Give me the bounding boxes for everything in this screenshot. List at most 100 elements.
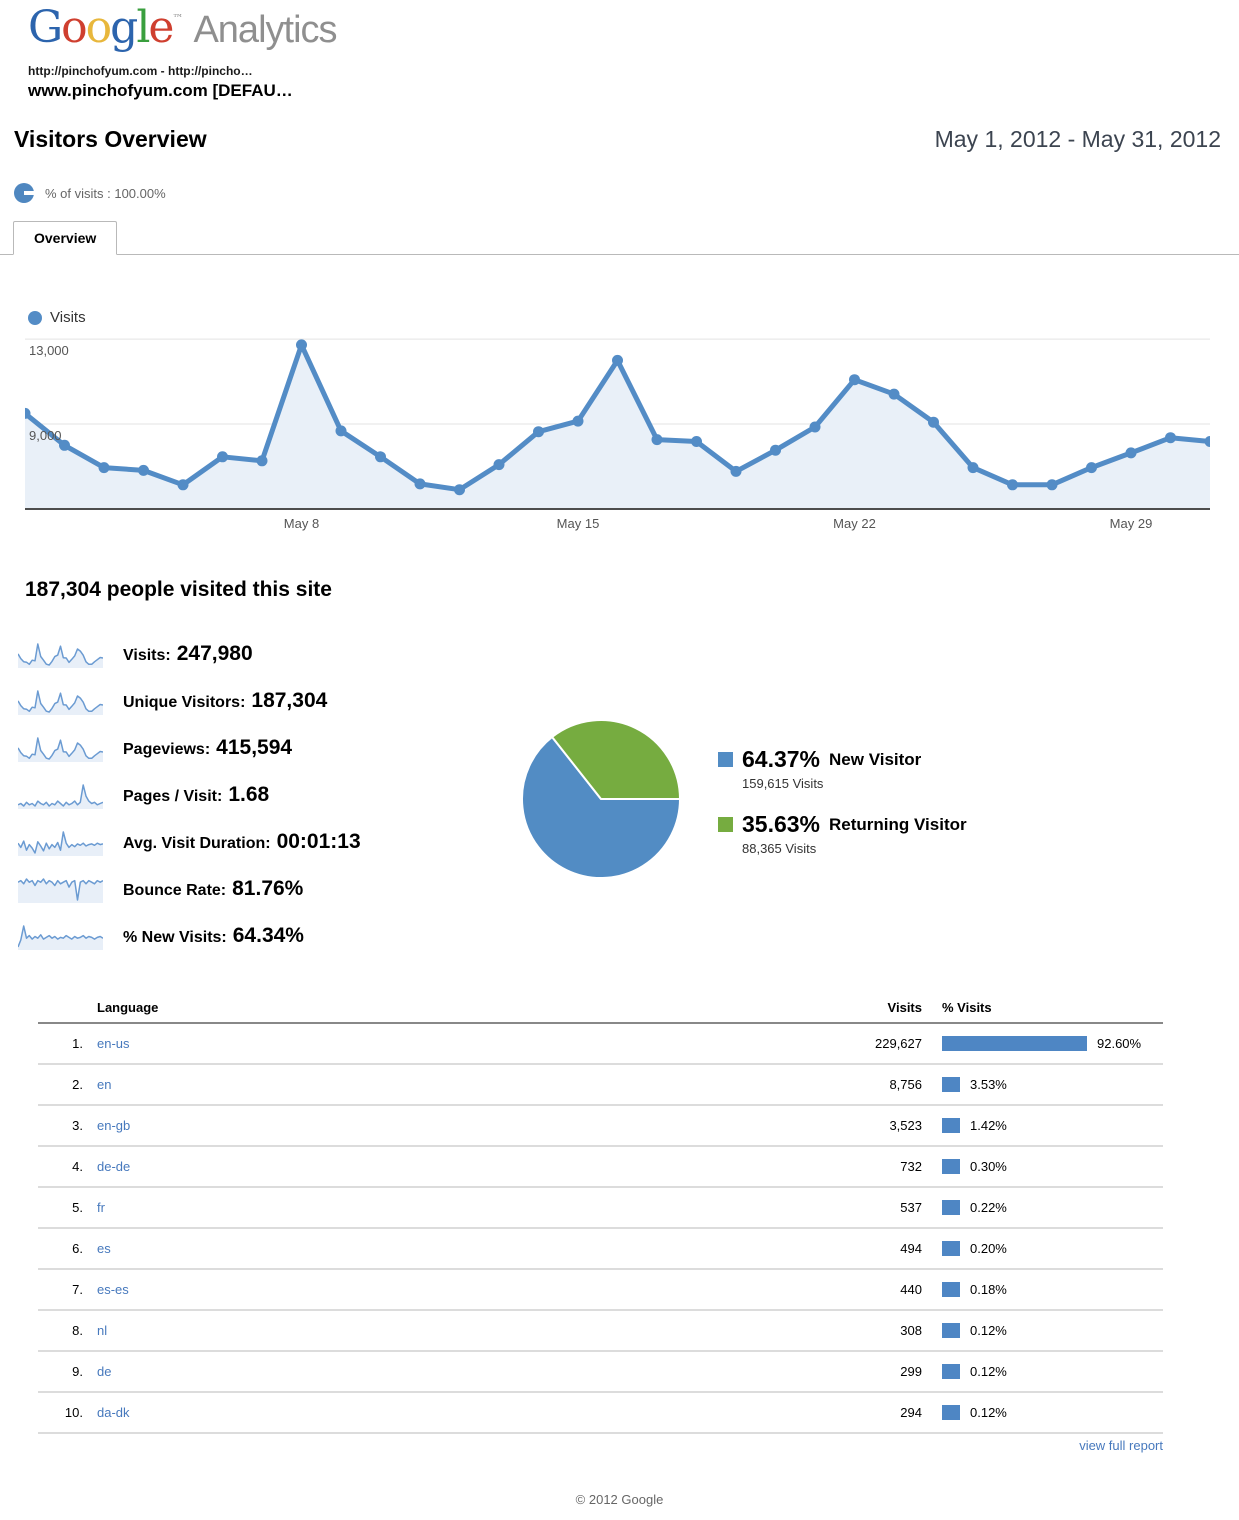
- returning-visitor-pct: 35.63%: [742, 811, 821, 837]
- returning-visitor-swatch-icon: [718, 817, 733, 832]
- analytics-logo-word: Analytics: [193, 9, 337, 51]
- profile-url: http://pinchofyum.com - http://pincho…: [28, 64, 253, 78]
- table-row: 9. de 299 0.12%: [38, 1352, 1163, 1393]
- tab-overview[interactable]: Overview: [13, 221, 118, 255]
- view-full-report-link[interactable]: view full report: [1079, 1438, 1163, 1453]
- metric-value: 187,304: [251, 688, 328, 712]
- row-pct-visits: 0.12%: [970, 1405, 1007, 1420]
- row-visits: 537: [900, 1200, 922, 1215]
- metric-label: Avg. Visit Duration:: [123, 834, 271, 852]
- visitors-headline: 187,304 people visited this site: [25, 578, 332, 601]
- pie-legend-returning-visitor: 35.63% Returning Visitor 88,365 Visits: [718, 811, 967, 856]
- metric-label: Pages / Visit:: [123, 787, 223, 805]
- metric-sparkline: [18, 642, 103, 668]
- language-link[interactable]: fr: [97, 1200, 105, 1215]
- language-link[interactable]: en-us: [97, 1036, 130, 1051]
- pct-visits-bar: [942, 1364, 960, 1379]
- column-header-visits: Visits: [887, 1000, 922, 1015]
- table-row: 7. es-es 440 0.18%: [38, 1270, 1163, 1311]
- row-visits: 229,627: [875, 1036, 922, 1051]
- language-link[interactable]: en-gb: [97, 1118, 131, 1133]
- metric-sparkline: [18, 924, 103, 950]
- table-row: 2. en 8,756 3.53%: [38, 1065, 1163, 1106]
- metric-value: 81.76%: [232, 876, 304, 900]
- pct-visits-bar: [942, 1077, 960, 1092]
- language-table-header: Language Visits % Visits: [38, 1000, 1163, 1024]
- language-link[interactable]: da-dk: [97, 1405, 130, 1420]
- column-header-pct-visits: % Visits: [942, 1000, 992, 1015]
- row-rank: 4.: [72, 1159, 83, 1174]
- language-link[interactable]: nl: [97, 1323, 108, 1338]
- logo-letter: o: [85, 2, 112, 53]
- date-range-selector[interactable]: May 1, 2012 - May 31, 2012: [934, 126, 1221, 152]
- row-pct-visits: 0.18%: [970, 1282, 1007, 1297]
- metric-label: Bounce Rate:: [123, 881, 227, 899]
- language-table: Language Visits % Visits 1. en-us 229,627 9…: [38, 1000, 1163, 1434]
- metric-row: Bounce Rate: 81.76%: [18, 865, 361, 912]
- row-rank: 10.: [64, 1405, 83, 1420]
- visits-line-chart-svg[interactable]: [19, 333, 1216, 517]
- visits-legend-dot-icon: [28, 310, 42, 325]
- row-rank: 5.: [72, 1200, 83, 1215]
- google-analytics-logo: Google™ Analytics: [28, 2, 338, 53]
- metric-label: % New Visits:: [123, 928, 227, 946]
- pie-legend-new-visitor: 64.37% New Visitor 159,615 Visits: [718, 746, 967, 791]
- profile-name: www.pinchofyum.com [DEFAU…: [28, 81, 293, 100]
- language-link[interactable]: de: [97, 1364, 112, 1379]
- metric-sparkline: [18, 830, 103, 856]
- metric-row: Visits: 247,980: [18, 630, 361, 677]
- metric-sparkline: [18, 783, 103, 809]
- metric-label: Unique Visitors:: [123, 693, 246, 711]
- metric-row: Avg. Visit Duration: 00:01:13: [18, 818, 361, 865]
- copyright-text: © 2012 Google: [575, 1492, 664, 1507]
- row-pct-visits: 92.60%: [1097, 1036, 1142, 1051]
- language-link[interactable]: de-de: [97, 1159, 131, 1174]
- pct-visits-bar: [942, 1159, 960, 1174]
- new-visitor-pct: 64.37%: [742, 746, 821, 772]
- row-visits: 3,523: [889, 1118, 922, 1133]
- visits-legend-label: Visits: [50, 309, 86, 326]
- new-visitor-label: New Visitor: [829, 749, 922, 769]
- logo-letter: o: [61, 2, 87, 53]
- trademark-symbol: ™: [172, 12, 184, 25]
- table-row: 4. de-de 732 0.30%: [38, 1147, 1163, 1188]
- row-pct-visits: 0.20%: [970, 1241, 1007, 1256]
- y-axis-label: 9,000: [29, 428, 62, 444]
- metric-value: 415,594: [216, 735, 293, 759]
- column-header-language: Language: [97, 1000, 159, 1015]
- x-axis-label: May 8: [283, 516, 320, 531]
- language-link[interactable]: es-es: [97, 1282, 129, 1297]
- chart-legend: Visits: [28, 309, 86, 326]
- pct-visits-bar: [942, 1241, 960, 1256]
- row-pct-visits: 0.12%: [970, 1364, 1007, 1379]
- pct-visits-bar: [942, 1282, 960, 1297]
- table-row: 6. es 494 0.20%: [38, 1229, 1163, 1270]
- metric-value: 64.34%: [232, 923, 304, 947]
- visitor-type-pie-chart[interactable]: [518, 716, 684, 887]
- x-axis-label: May 29: [1109, 516, 1153, 531]
- row-visits: 8,756: [889, 1077, 922, 1092]
- segment-chip[interactable]: % of visits : 100.00%: [14, 183, 166, 203]
- language-link[interactable]: en: [97, 1077, 112, 1092]
- y-axis-label: 13,000: [29, 343, 69, 359]
- segment-pie-icon: [14, 183, 35, 203]
- row-pct-visits: 0.22%: [970, 1200, 1007, 1215]
- metric-sparkline: [18, 877, 103, 903]
- metric-row: Unique Visitors: 187,304: [18, 677, 361, 724]
- visits-line-chart[interactable]: 13,000 9,000 May 8 May 15 May 22 May 29: [19, 333, 1216, 543]
- x-axis-label: May 15: [556, 516, 600, 531]
- metric-label: Visits:: [123, 646, 171, 664]
- language-link[interactable]: es: [97, 1241, 111, 1256]
- returning-visitor-label: Returning Visitor: [829, 814, 967, 834]
- pie-legend: 64.37% New Visitor 159,615 Visits 35.63%…: [718, 746, 967, 856]
- row-pct-visits: 0.12%: [970, 1323, 1007, 1338]
- metric-row: Pages / Visit: 1.68: [18, 771, 361, 818]
- row-pct-visits: 3.53%: [970, 1077, 1007, 1092]
- metric-sparkline: [18, 689, 103, 715]
- row-visits: 294: [900, 1405, 922, 1420]
- row-visits: 494: [900, 1241, 922, 1256]
- new-visitor-swatch-icon: [718, 752, 733, 767]
- metric-row: Pageviews: 415,594: [18, 724, 361, 771]
- x-axis-label: May 22: [833, 516, 876, 531]
- report-header: Visitors Overview May 1, 2012 - May 31, …: [14, 126, 1221, 153]
